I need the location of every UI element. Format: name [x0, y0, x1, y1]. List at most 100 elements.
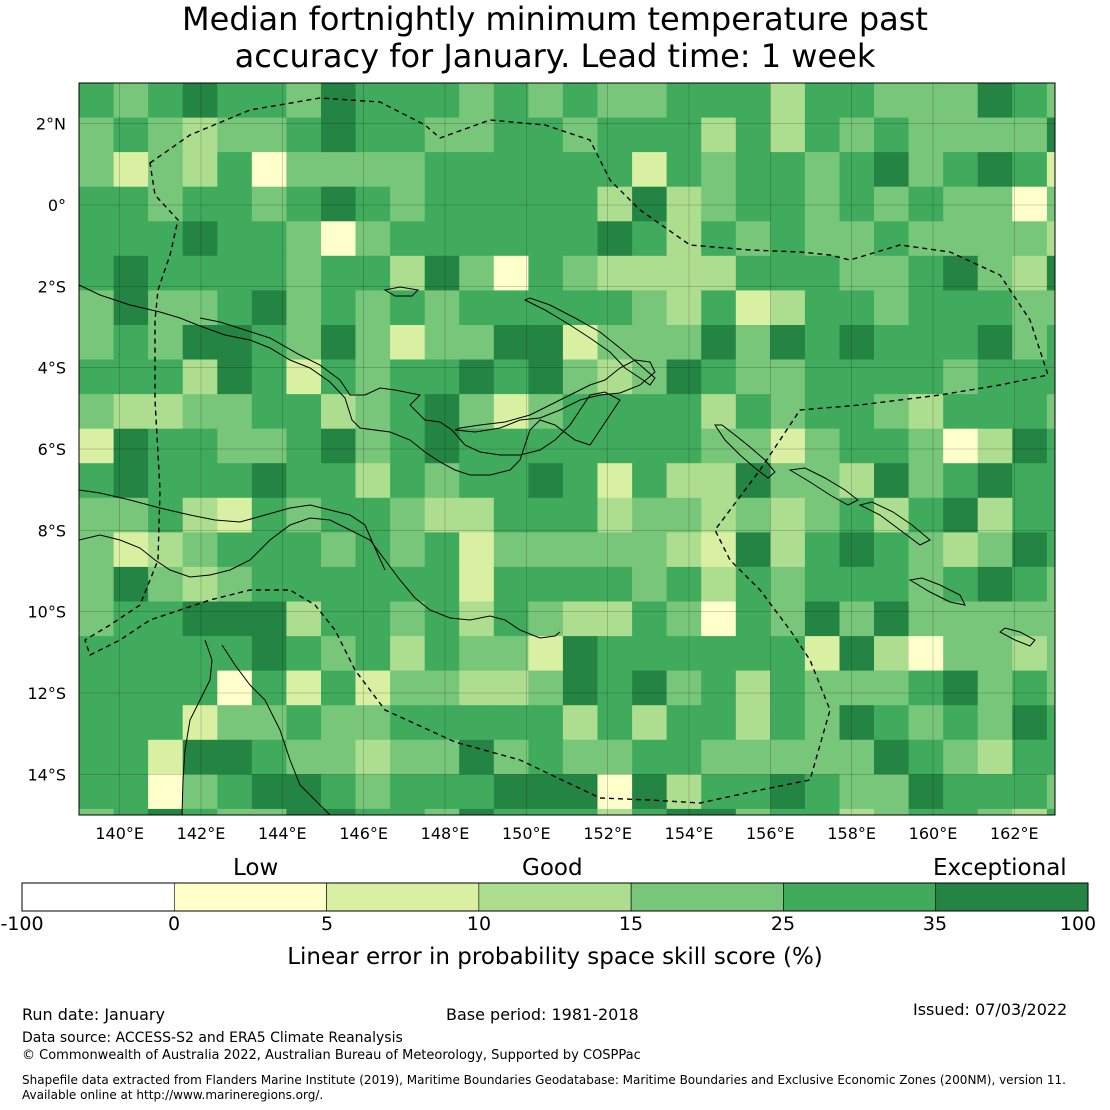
grid-cell: [424, 186, 460, 222]
grid-cell: [217, 152, 253, 188]
grid-cell: [874, 428, 910, 464]
grid-cell: [182, 463, 218, 499]
grid-cell: [735, 705, 771, 741]
grid-cell: [804, 774, 841, 810]
grid-cell: [113, 359, 149, 395]
grid-cell: [1012, 463, 1048, 499]
grid-cell: [597, 601, 633, 637]
grid-cell: [977, 670, 1013, 706]
grid-cell: [562, 636, 599, 672]
latitude-tick-label: 14°S: [27, 765, 66, 784]
grid-cell: [1046, 601, 1055, 637]
grid-cell: [148, 497, 184, 533]
grid-cell: [562, 221, 599, 257]
map-title-line-1: Median fortnightly minimum temperature p…: [182, 0, 928, 38]
longitude-tick-label: 158°E: [827, 824, 876, 843]
new-ireland-coastline: [523, 297, 656, 386]
grid-cell: [79, 290, 115, 326]
grid-cell: [874, 325, 910, 361]
grid-cell: [148, 428, 184, 464]
grid-cell: [113, 186, 149, 222]
grid-cell: [459, 497, 495, 533]
grid-cell: [977, 152, 1013, 188]
grid-cell: [943, 221, 979, 257]
grid-cell: [321, 636, 357, 672]
grid-cell: [1046, 359, 1055, 395]
longitude-tick-label: 142°E: [177, 824, 226, 843]
grid-cell: [1012, 359, 1048, 395]
grid-cell: [79, 705, 115, 741]
solomon-islands-coastline-1: [788, 467, 859, 506]
grid-cell: [148, 394, 184, 430]
grid-cell: [424, 774, 460, 810]
grid-cell: [217, 394, 253, 430]
grid-cell: [493, 152, 529, 188]
grid-cell: [355, 739, 391, 775]
png-eez-boundary: [84, 97, 1049, 804]
grid-cell: [390, 186, 426, 222]
grid-cell: [562, 255, 599, 291]
grid-cell: [459, 359, 495, 395]
longitude-tick-labels: 140°E 142°E 144°E 146°E 148°E 150°E 152°E 154°E…: [95, 824, 1038, 843]
grid-cell: [804, 601, 841, 637]
grid-cell: [113, 463, 149, 499]
grid-cell: [424, 428, 460, 464]
latitude-tick-label: 6°S: [38, 440, 66, 459]
grid-cell: [286, 808, 322, 815]
grid-cell: [251, 290, 287, 326]
grid-cell: [493, 497, 529, 533]
grid-cell: [528, 463, 564, 499]
grid-cell: [528, 290, 564, 326]
grid-cell: [701, 255, 737, 291]
grid-cell: [321, 428, 357, 464]
grid-cell: [1046, 497, 1055, 533]
grid-cell: [874, 359, 910, 395]
grid-cell: [908, 532, 944, 568]
grid-cell: [735, 636, 771, 672]
grid-cell: [735, 359, 771, 395]
grid-cell: [493, 255, 529, 291]
grid-cell: [770, 601, 806, 637]
shapefile-credit-line-1: Shapefile data extracted from Flanders M…: [22, 1073, 1066, 1087]
grid-cell: [79, 808, 115, 815]
grid-cell: [424, 566, 460, 603]
colorbar-swatch: [783, 882, 937, 912]
grid-cell: [217, 221, 253, 257]
grid-cell: [562, 117, 599, 153]
grid-cell: [562, 463, 599, 499]
grid-cell: [804, 394, 841, 430]
grid-cell: [1012, 152, 1048, 188]
grid-cell: [459, 186, 495, 222]
grid-cell: [839, 359, 875, 395]
grid-cell: [113, 221, 149, 257]
latitude-tick-label: 0°: [48, 196, 66, 215]
grid-cell: [908, 428, 944, 464]
grid-cell: [804, 325, 841, 361]
grid-cell: [701, 117, 737, 153]
grid-cell: [632, 601, 668, 637]
grid-cell: [182, 532, 218, 568]
grid-cell: [390, 117, 426, 153]
colorbar-swatch: [173, 882, 327, 912]
grid-cell: [770, 152, 806, 188]
grid-cell: [562, 601, 599, 637]
grid-cell: [424, 463, 460, 499]
grid-cell: [770, 532, 806, 568]
grid-cell: [1046, 808, 1055, 815]
grid-cell: [839, 325, 875, 361]
grid-cell: [874, 739, 910, 775]
grid-cell: [597, 290, 633, 326]
longitude-tick-label: 146°E: [339, 824, 388, 843]
grid-cell: [735, 152, 771, 188]
grid-cell: [632, 290, 668, 326]
grid-cell: [390, 463, 426, 499]
grid-cell: [632, 117, 668, 153]
grid-cell: [839, 774, 875, 810]
grid-cell: [632, 808, 668, 815]
grid-cell: [113, 532, 149, 568]
grid-cell: [251, 255, 287, 291]
grid-cell: [597, 774, 633, 810]
grid-cell: [113, 255, 149, 291]
latitude-tick-label: 2°N: [36, 115, 66, 134]
grid-cell: [874, 636, 910, 672]
